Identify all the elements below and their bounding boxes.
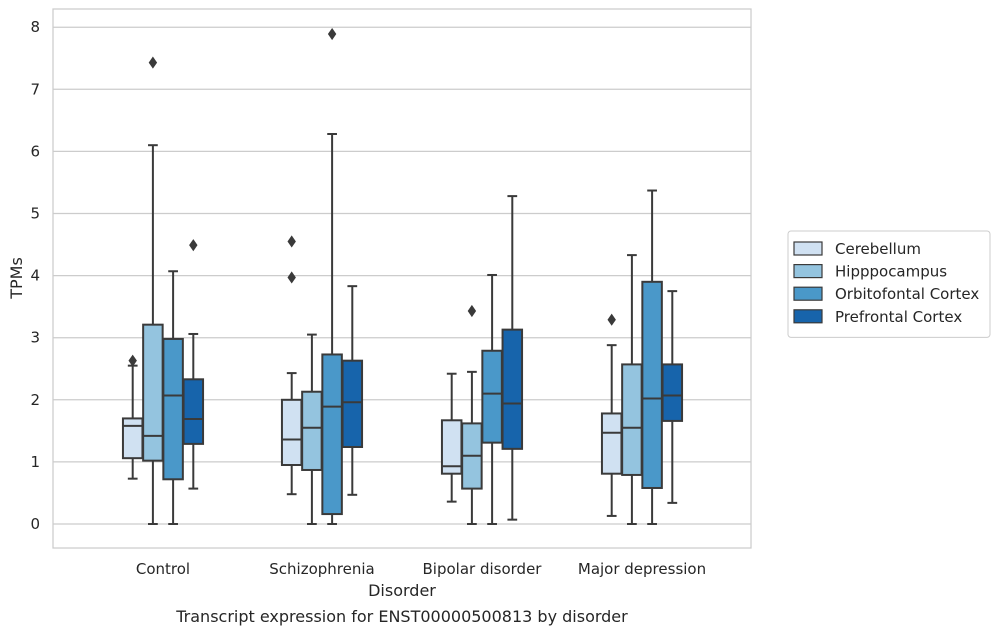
x-tick-label: Major depression (578, 560, 706, 578)
x-tick-labels: Control Schizophrenia Bipolar disorder Majo… (136, 560, 706, 578)
box-body (301, 390, 323, 471)
y-tick-label: 7 (30, 80, 40, 98)
outlier-point (189, 239, 198, 252)
legend-label: Hipppocampus (835, 263, 947, 281)
x-tick-label: Bipolar disorder (423, 560, 543, 578)
y-tick-label: 4 (30, 267, 40, 285)
box-0-0 (121, 354, 144, 480)
box-3-1 (341, 285, 364, 496)
plot-frame (52, 8, 752, 549)
box-2-2 (481, 273, 503, 525)
box-0-2 (440, 372, 463, 503)
legend: Cerebellum Hipppocampus Orbitofontal Corte… (787, 230, 991, 338)
box-body (321, 353, 343, 516)
box-body (162, 337, 184, 481)
y-axis-label: TPMs (7, 257, 26, 300)
y-tick-labels: 0 1 2 3 4 5 6 7 8 (30, 18, 40, 533)
legend-label: Cerebellum (835, 240, 921, 258)
box-body (641, 280, 663, 489)
outlier-point (287, 235, 296, 248)
x-tick-label: Schizophrenia (269, 560, 374, 578)
box-body (501, 328, 524, 450)
box-body (142, 323, 164, 462)
box-0-3 (600, 313, 623, 517)
outlier-point (287, 271, 296, 284)
legend-swatch (793, 241, 823, 256)
x-axis-label: Disorder (368, 581, 436, 600)
legend-label: Orbitofontal Cortex (835, 285, 979, 303)
outlier-point (327, 27, 337, 41)
box-3-0 (182, 239, 205, 490)
chart-caption: Transcript expression for ENST0000050081… (175, 607, 628, 626)
box-0-1 (280, 235, 303, 496)
y-tick-label: 3 (30, 329, 40, 347)
box-body (280, 398, 303, 467)
y-tick-label: 0 (30, 515, 40, 533)
box-body (121, 417, 144, 460)
box-body (182, 378, 205, 445)
box-body (661, 363, 684, 422)
box-2-3 (641, 189, 663, 525)
box-1-1 (301, 333, 323, 525)
y-tick-label: 1 (30, 453, 40, 471)
outlier-point (148, 56, 158, 69)
legend-swatch (793, 264, 823, 279)
box-1-2 (461, 304, 483, 525)
box-body (341, 359, 364, 448)
y-tick-label: 5 (30, 205, 40, 223)
legend-label: Prefrontal Cortex (835, 308, 962, 326)
box-3-3 (661, 290, 684, 504)
x-tick-label: Control (136, 560, 190, 578)
box-2-0 (162, 270, 184, 525)
outlier-point (607, 313, 616, 326)
box-body (481, 349, 503, 444)
box-2-1 (321, 27, 343, 525)
box-3-2 (501, 195, 524, 521)
box-body (621, 363, 643, 476)
y-tick-label: 8 (30, 18, 40, 36)
boxes (121, 27, 684, 525)
box-1-3 (621, 254, 643, 525)
box-body (600, 412, 623, 475)
box-1-0 (142, 56, 164, 525)
outlier-point (128, 354, 137, 367)
y-tick-label: 6 (30, 142, 40, 160)
legend-frame (787, 230, 991, 338)
y-tick-label: 2 (30, 391, 40, 409)
outlier-point (467, 304, 477, 318)
legend-swatch (793, 309, 823, 324)
legend-swatch (793, 286, 823, 301)
